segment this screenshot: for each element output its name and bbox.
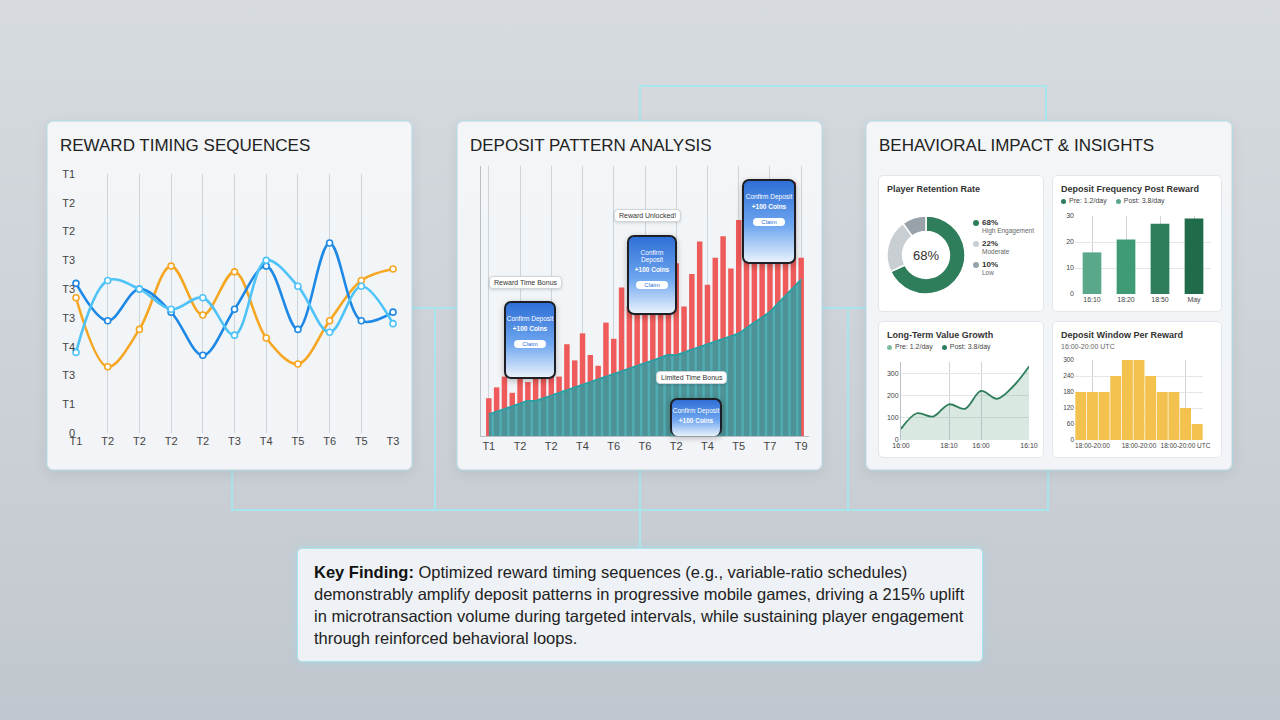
svg-text:240: 240 (1063, 372, 1074, 379)
svg-text:T6: T6 (639, 440, 652, 452)
svg-text:T4: T4 (62, 341, 75, 353)
svg-text:T3: T3 (228, 435, 241, 447)
svg-text:0: 0 (69, 427, 75, 439)
svg-text:T4: T4 (701, 440, 714, 452)
svg-text:18:20: 18:20 (1117, 296, 1135, 303)
html-text:Player Retention Rate: Player Retention Rate (887, 184, 980, 194)
html-text:Confirm Deposit: Confirm Deposit (640, 249, 664, 263)
html-text:Confirm Deposit: Confirm Deposit (672, 407, 720, 414)
svg-text:T4: T4 (576, 440, 589, 452)
svg-text:16:10: 16:10 (1020, 442, 1038, 449)
html-text:BEHAVIORAL IMPACT & INSIGHTS: BEHAVIORAL IMPACT & INSIGHTS (879, 136, 1155, 155)
svg-text:30: 30 (1066, 212, 1074, 219)
html-text:Deposit Window Per Reward: Deposit Window Per Reward (1061, 330, 1183, 340)
svg-text:0: 0 (1070, 436, 1074, 443)
svg-text:18:00-20:00 UTC: 18:00-20:00 UTC (1161, 442, 1211, 449)
html-text:+100 Coins: +100 Coins (678, 417, 714, 424)
html-text:+100 Coins: +100 Coins (751, 203, 787, 210)
svg-text:180: 180 (1063, 388, 1074, 395)
html-text:Low: Low (982, 269, 994, 276)
html-text:Deposit Frequency Post Reward: Deposit Frequency Post Reward (1061, 184, 1199, 194)
svg-text:T2: T2 (62, 197, 75, 209)
svg-text:T2: T2 (133, 435, 146, 447)
svg-text:T1: T1 (62, 168, 75, 180)
html-text:Reward Unlocked!: Reward Unlocked! (619, 212, 677, 219)
svg-text:18:50: 18:50 (1151, 296, 1169, 303)
html-text:Long-Term Value Growth: Long-Term Value Growth (887, 330, 994, 340)
html-text:Pre: 1.2/day: Pre: 1.2/day (895, 343, 933, 350)
svg-text:T2: T2 (165, 435, 178, 447)
svg-text:18:10: 18:10 (940, 442, 958, 449)
svg-text:100: 100 (887, 414, 899, 421)
html-text:Post: 3.8/day: Post: 3.8/day (949, 343, 991, 350)
html-text:DEPOSIT PATTERN ANALYSIS: DEPOSIT PATTERN ANALYSIS (470, 136, 712, 155)
svg-text:T2: T2 (514, 440, 527, 452)
svg-text:T6: T6 (607, 440, 620, 452)
svg-text:T7: T7 (764, 440, 777, 452)
svg-text:T1: T1 (70, 435, 83, 447)
svg-text:T5: T5 (291, 435, 304, 447)
svg-text:18:00-20:00: 18:00-20:00 (1122, 442, 1157, 449)
html-text:REWARD TIMING SEQUENCES: REWARD TIMING SEQUENCES (60, 136, 311, 155)
svg-text:T3: T3 (62, 283, 75, 295)
svg-text:T2: T2 (101, 435, 114, 447)
svg-text:200: 200 (887, 392, 899, 399)
html-text:High Engagement: High Engagement (982, 227, 1034, 234)
html-text:Limited Time Bonus: Limited Time Bonus (661, 374, 723, 381)
svg-text:60: 60 (1067, 420, 1075, 427)
svg-text:T5: T5 (732, 440, 745, 452)
svg-text:20: 20 (1066, 238, 1074, 245)
svg-text:May: May (1187, 296, 1201, 304)
svg-text:300: 300 (887, 370, 899, 377)
svg-text:T1: T1 (62, 398, 75, 410)
html-text:Moderate: Moderate (982, 248, 1010, 255)
html-text:Claim: Claim (522, 341, 538, 347)
svg-text:16:00: 16:00 (972, 442, 990, 449)
svg-text:T9: T9 (795, 440, 808, 452)
html-text:Confirm Deposit: Confirm Deposit (745, 193, 793, 200)
html-text:22%: 22% (982, 239, 998, 248)
svg-text:0: 0 (895, 436, 899, 443)
html-text:Post: 3.8/day: Post: 3.8/day (1123, 197, 1165, 204)
svg-text:T3: T3 (62, 254, 75, 266)
html-text:Key Finding: Optimized reward: Key Finding: Optimized reward timing seq… (314, 563, 965, 647)
html-text:Reward Time Bonus: Reward Time Bonus (494, 279, 557, 286)
svg-text:T6: T6 (323, 435, 336, 447)
svg-text:T2: T2 (545, 440, 558, 452)
svg-text:18:00-20:00: 18:00-20:00 (1075, 442, 1110, 449)
html-text:Confirm Deposit: Confirm Deposit (506, 315, 554, 322)
html-text:10%: 10% (982, 260, 998, 269)
html-text:Pre: 1.2/day: Pre: 1.2/day (1069, 197, 1107, 204)
svg-text:T3: T3 (62, 312, 75, 324)
svg-text:16:10: 16:10 (1083, 296, 1101, 303)
svg-text:T1: T1 (482, 440, 495, 452)
html-text:Claim: Claim (761, 219, 777, 225)
svg-text:T2: T2 (196, 435, 209, 447)
svg-text:T3: T3 (62, 369, 75, 381)
svg-text:120: 120 (1063, 404, 1074, 411)
svg-text:T4: T4 (260, 435, 273, 447)
svg-text:T2: T2 (670, 440, 683, 452)
svg-text:300: 300 (1063, 356, 1074, 363)
svg-text:10: 10 (1066, 264, 1074, 271)
svg-text:T3: T3 (387, 435, 400, 447)
html-text:16:00-20:00 UTC: 16:00-20:00 UTC (1061, 343, 1115, 350)
svg-text:68%: 68% (913, 248, 939, 263)
html-text:+100 Coins: +100 Coins (634, 266, 670, 273)
html-text:Claim: Claim (644, 282, 660, 288)
html-text:68%: 68% (982, 218, 998, 227)
html-text:+100 Coins: +100 Coins (512, 325, 548, 332)
svg-text:16:00: 16:00 (892, 442, 910, 449)
svg-text:0: 0 (1070, 290, 1074, 297)
svg-text:T5: T5 (355, 435, 368, 447)
svg-text:T2: T2 (62, 225, 75, 237)
